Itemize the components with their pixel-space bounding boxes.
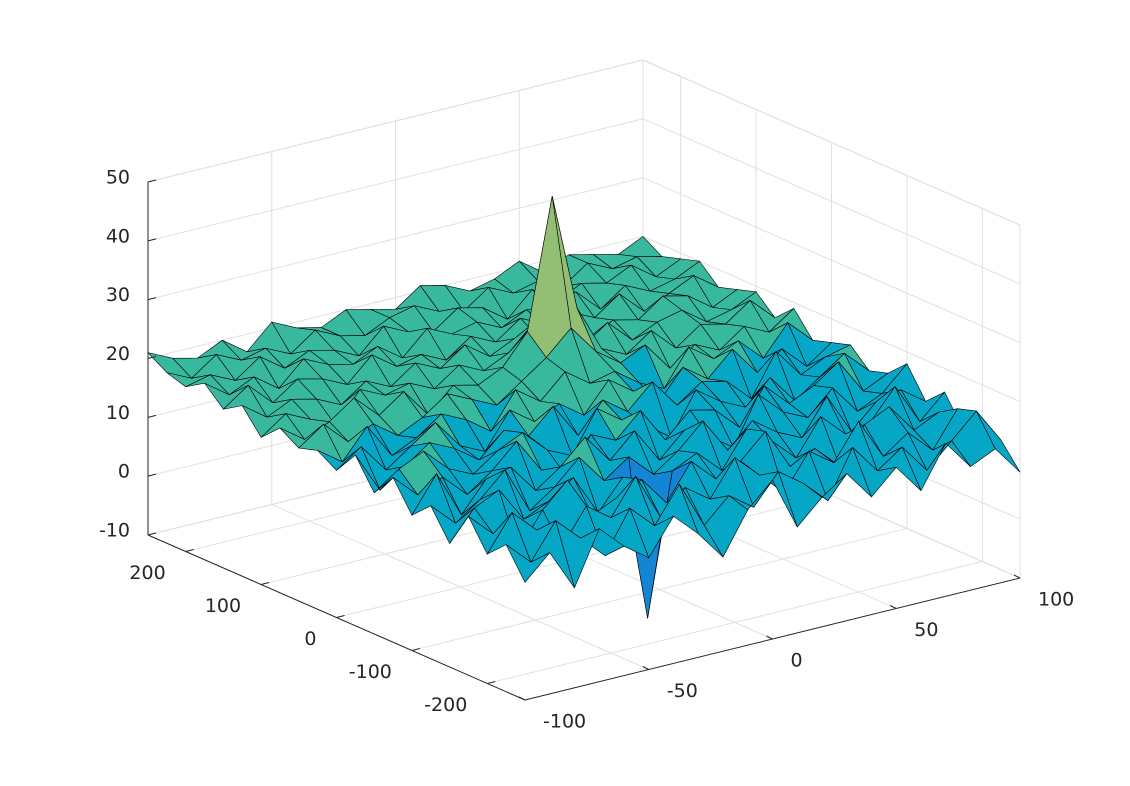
y-tick-label: 0 [304, 628, 316, 650]
grid-line [487, 561, 983, 684]
z-tick-label: -10 [99, 520, 130, 542]
z-tick-label: 50 [106, 167, 130, 189]
y-tick-label: 200 [129, 562, 165, 584]
x-tick-label: 100 [1038, 589, 1074, 611]
z-tick [147, 238, 157, 242]
z-tick-label: 30 [106, 284, 130, 306]
x-tick [642, 666, 649, 670]
y-tick-label: -100 [349, 661, 392, 683]
surface-patch [617, 236, 663, 258]
z-tick-label: 20 [106, 343, 130, 365]
x-tick-label: -50 [667, 680, 698, 702]
x-tick [1013, 574, 1021, 579]
z-tick [147, 532, 157, 536]
x-tick [766, 635, 773, 640]
y-tick-label: -200 [424, 694, 467, 716]
z-tick [147, 179, 157, 183]
x-tick-label: 0 [791, 650, 803, 672]
x-tick-label: 50 [914, 619, 938, 641]
grid-line [411, 528, 908, 651]
y-tick-label: 100 [205, 595, 241, 617]
y-tick [487, 681, 496, 684]
y-tick [260, 582, 270, 585]
z-tick-label: 10 [106, 402, 130, 424]
x-tick [518, 696, 526, 701]
surface-patch [505, 544, 550, 583]
z-tick [147, 414, 157, 418]
z-tick [147, 473, 157, 477]
z-tick [147, 297, 157, 301]
z-tick-label: 0 [118, 461, 130, 483]
z-tick-label: 40 [106, 225, 130, 247]
y-tick [411, 648, 421, 651]
x-tick [890, 605, 897, 609]
y-tick [336, 615, 345, 618]
z-tick [147, 356, 157, 359]
y-tick [185, 549, 194, 552]
x-tick-label: -100 [543, 711, 586, 733]
surface [147, 196, 1021, 619]
